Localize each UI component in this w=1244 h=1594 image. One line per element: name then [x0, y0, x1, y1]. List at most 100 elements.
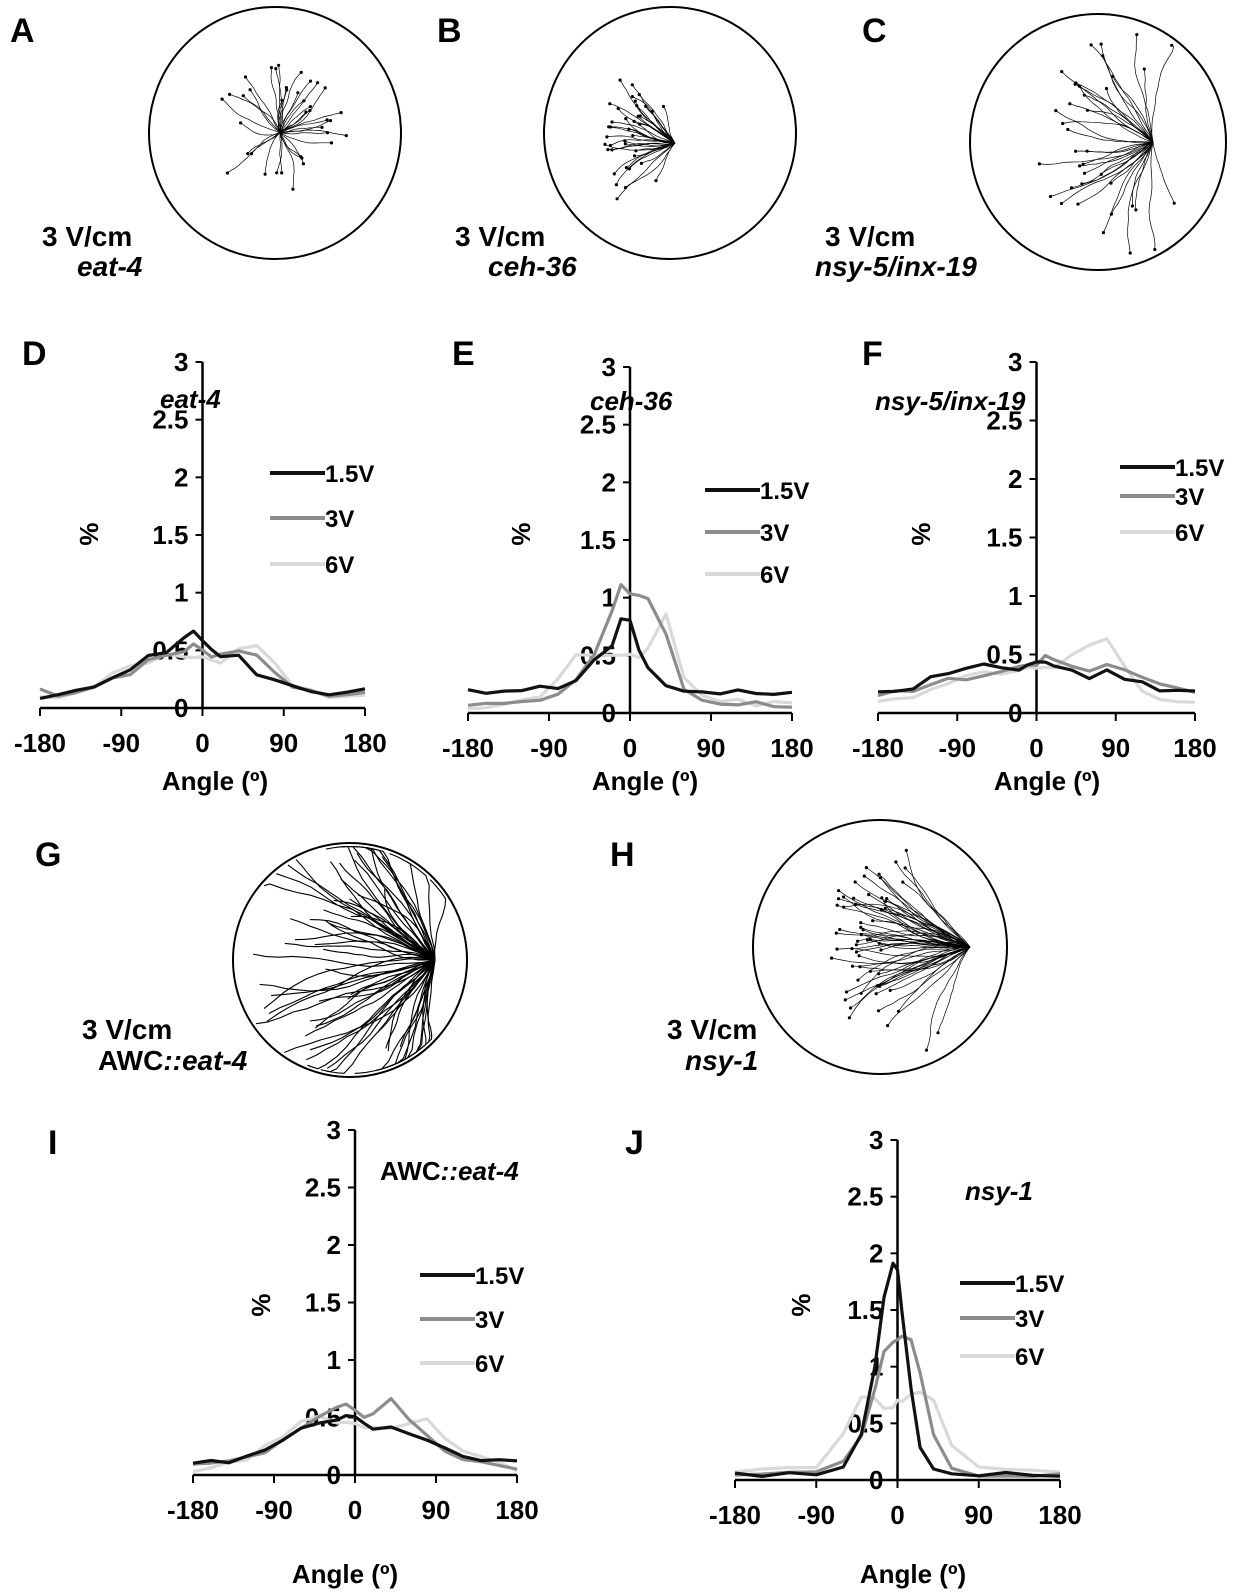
legend-label: 6V [1015, 1344, 1044, 1371]
y-tick-label: 3 [1008, 347, 1022, 377]
track-endpoint [865, 938, 870, 942]
track-endpoint [1104, 86, 1109, 91]
worm-track [325, 959, 436, 1074]
strain-name: nsy-1 [685, 1045, 758, 1076]
worm-track [229, 94, 281, 134]
worm-track [609, 103, 676, 144]
worm-track [356, 852, 436, 961]
worm-track [309, 959, 436, 1051]
track-endpoint [248, 88, 252, 92]
track-endpoint [856, 978, 860, 982]
worm-tracks [220, 63, 348, 191]
worm-track [279, 119, 328, 134]
x-tick-label: 0 [348, 1495, 362, 1525]
track-endpoint [630, 83, 634, 87]
track-endpoint [1048, 194, 1053, 199]
worm-track [878, 946, 971, 1012]
y-tick-label: 2.5 [580, 410, 616, 440]
track-endpoint [879, 908, 884, 912]
worm-track [1101, 141, 1154, 175]
track-endpoint [1089, 43, 1093, 47]
track-endpoint [850, 964, 855, 968]
track-endpoint [618, 78, 622, 82]
y-tick-label: 2.5 [305, 1173, 341, 1203]
track-endpoint [1170, 43, 1174, 47]
worm-track [279, 82, 318, 134]
track-endpoint [644, 104, 648, 108]
worm-track [323, 909, 436, 961]
track-endpoint [605, 135, 609, 139]
track-endpoint [631, 134, 635, 138]
panel-label-g: G [35, 836, 61, 874]
worm-tracks [1037, 33, 1176, 255]
worm-track [617, 108, 676, 144]
track-endpoint [344, 134, 348, 138]
track-endpoint [878, 876, 883, 880]
chart-title-strain: nsy-5/inx-19 [875, 386, 1026, 416]
y-tick-label: 0 [174, 693, 188, 723]
track-endpoint [228, 92, 232, 96]
y-tick-label: 0 [327, 1460, 341, 1490]
x-tick-label: -90 [530, 733, 568, 763]
y-tick-label: 2.5 [986, 406, 1022, 436]
worm-track [276, 132, 283, 173]
strain-label: ceh-36 [488, 251, 577, 282]
worm-track [279, 132, 303, 159]
field-strength-label: 3 V/cm [667, 1014, 757, 1045]
track-endpoint [603, 142, 607, 146]
track-endpoint [277, 63, 281, 67]
panel-label-h: H [610, 836, 635, 874]
y-axis-label: % [246, 1293, 276, 1316]
worm-track [1067, 129, 1154, 143]
worm-track [878, 873, 971, 948]
track-endpoint [1054, 109, 1058, 113]
chart-title: eat-4 [160, 384, 221, 414]
x-tick-label: 180 [1173, 733, 1216, 763]
series-line-1_5v [734, 1261, 1061, 1478]
track-endpoint [854, 950, 859, 954]
worm-track [625, 142, 676, 188]
x-tick-label: 180 [343, 728, 386, 758]
worm-track [264, 883, 436, 961]
y-tick-label: 1 [174, 578, 188, 608]
worm-track [405, 860, 436, 961]
track-endpoint [269, 66, 273, 70]
worm-track [294, 932, 436, 961]
track-endpoint [876, 1009, 881, 1013]
y-tick-label: 3 [602, 352, 616, 382]
worm-track [857, 930, 971, 948]
track-endpoint [1135, 33, 1139, 37]
y-tick-label: 1.5 [152, 520, 188, 550]
worm-track [860, 922, 971, 948]
track-endpoint [1060, 70, 1064, 74]
series-line-1_5v [467, 617, 793, 696]
worm-track [227, 132, 281, 174]
track-endpoint [630, 95, 635, 99]
track-endpoint [328, 119, 333, 123]
panel-labels: A B C D E F G H I J [10, 12, 887, 1162]
chart-title: nsy-5/inx-19 [875, 386, 1026, 416]
track-endpoint [624, 166, 629, 170]
track-endpoint [329, 141, 334, 145]
track-endpoint [904, 848, 908, 853]
worm-track [606, 135, 676, 144]
legend-label: 6V [1175, 520, 1204, 547]
strain-label: AWC::eat-4 [98, 1045, 248, 1076]
track-endpoint [220, 97, 224, 101]
track-endpoint [263, 172, 267, 176]
strain-name: ::eat-4 [163, 1045, 247, 1076]
worm-track [320, 959, 436, 1073]
track-endpoint [320, 125, 324, 129]
track-endpoint [1142, 67, 1146, 71]
series-line-1_5v [39, 629, 366, 700]
track-endpoint [634, 149, 638, 153]
track-endpoint [868, 969, 873, 973]
worm-track [318, 959, 436, 1002]
worm-track [937, 946, 971, 1033]
x-tick-label: 90 [697, 733, 726, 763]
